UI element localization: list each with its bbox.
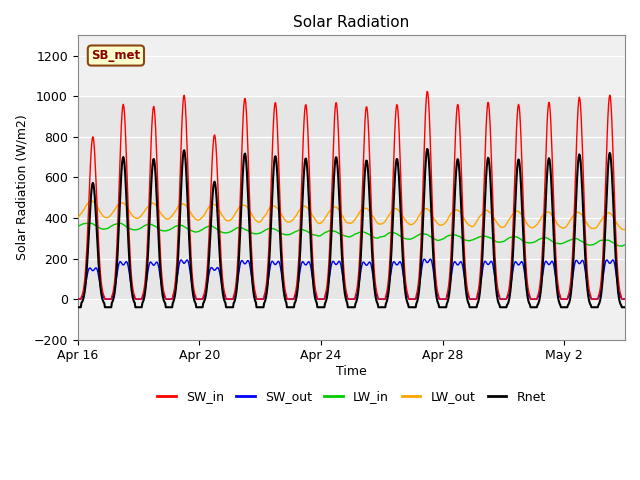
Legend: SW_in, SW_out, LW_in, LW_out, Rnet: SW_in, SW_out, LW_in, LW_out, Rnet [152, 385, 550, 408]
Title: Solar Radiation: Solar Radiation [293, 15, 410, 30]
Bar [77, 96, 625, 299]
X-axis label: Time: Time [336, 365, 367, 378]
Y-axis label: Solar Radiation (W/m2): Solar Radiation (W/m2) [15, 115, 28, 260]
Text: SB_met: SB_met [92, 49, 140, 62]
